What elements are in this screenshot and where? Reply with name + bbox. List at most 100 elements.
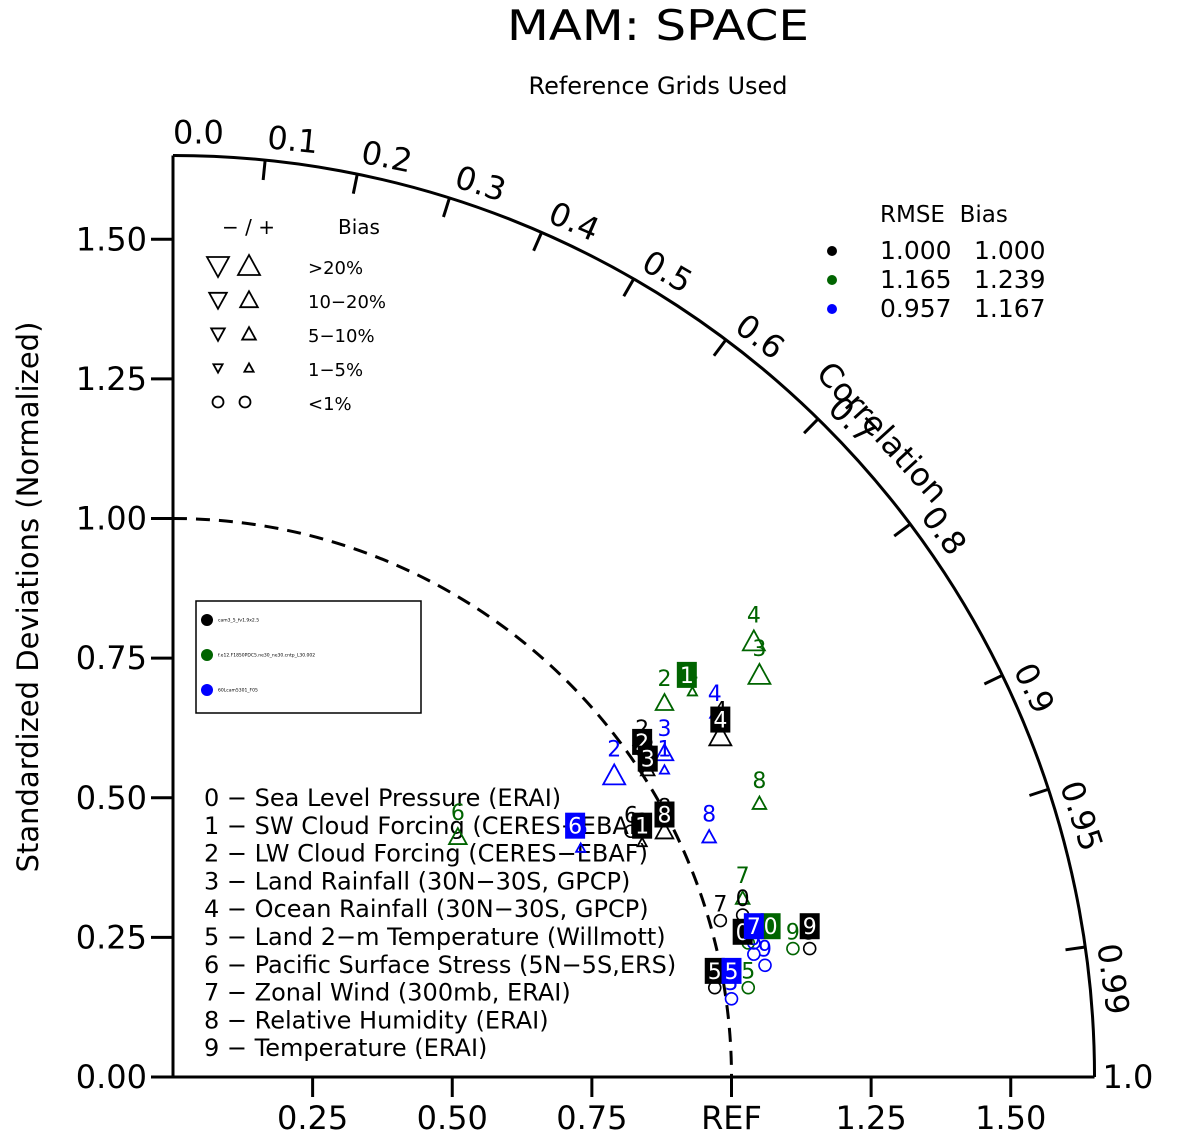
- rmse-value: 0.957: [880, 294, 952, 323]
- outer-arc: [172, 153, 1097, 1078]
- data-point-triangle: [734, 889, 752, 905]
- bias-legend-label: 10−20%: [308, 292, 386, 313]
- bias-legend-up-marker: [238, 289, 260, 309]
- case-mean-box: [565, 812, 586, 839]
- bias-legend-down-marker: [211, 363, 225, 375]
- data-point-circle: [747, 947, 761, 961]
- case-mean-box: [704, 957, 725, 984]
- bias-legend-circle-marker: [238, 395, 252, 409]
- data-point-label: 9: [758, 937, 772, 962]
- bias-legend-header-label: Bias: [338, 215, 380, 239]
- data-point-circle: [741, 980, 756, 995]
- data-point-circle: [713, 913, 728, 928]
- variable-list-item: 2 − LW Cloud Forcing (CERES−EBAF): [204, 840, 648, 868]
- data-point-triangle: [574, 841, 587, 853]
- bias-legend-down-marker: [209, 327, 227, 343]
- case-mean-label: 6: [568, 815, 582, 840]
- case-legend-dot: [201, 614, 213, 626]
- case-mean-box: [676, 661, 697, 688]
- y-axis-label: Standardized Deviations (Normalized): [11, 322, 45, 873]
- rmse-value: 1.000: [880, 236, 952, 265]
- x-tick-label: 0.25: [277, 1099, 348, 1135]
- data-point-triangle: [635, 835, 649, 848]
- case-mean-label: 1: [680, 664, 694, 689]
- data-point-label: 3: [657, 717, 671, 742]
- case-mean-box: [721, 957, 742, 984]
- data-point-label: 2: [607, 737, 621, 762]
- data-point-triangle: [654, 692, 675, 711]
- case-mean-box: [637, 745, 658, 772]
- corr-tick-label: 0.99: [1089, 941, 1137, 1017]
- x-tick-label: 0.75: [556, 1099, 627, 1135]
- y-tick-label: 0.75: [76, 639, 147, 677]
- data-point-label: 0: [736, 887, 750, 912]
- case-mean-box: [654, 801, 675, 828]
- bias-legend-circle-marker: [211, 395, 225, 409]
- data-point-triangle: [601, 762, 627, 786]
- bias-value: 1.000: [974, 236, 1046, 265]
- data-point-label: 8: [702, 803, 716, 828]
- corr-tick: [1028, 787, 1049, 797]
- corr-tick-label: 0.9: [1006, 657, 1062, 719]
- case-mean-box: [760, 913, 781, 940]
- bias-legend-up-marker: [240, 325, 258, 341]
- variable-list-item: 6 − Pacific Surface Stress (5N−5S,ERS): [204, 951, 676, 979]
- bias-legend-label: 5−10%: [308, 326, 375, 347]
- corr-tick-label: 0.0: [173, 113, 224, 151]
- corr-tick: [893, 522, 912, 538]
- case-legend-name: 60Lcam5301_F05: [218, 688, 258, 694]
- case-mean-box: [799, 913, 820, 940]
- chart-title: MAM: SPACE: [507, 1, 809, 50]
- data-point-triangle: [658, 763, 671, 775]
- data-point-triangle: [746, 662, 772, 685]
- case-mean-label: 9: [803, 915, 817, 940]
- case-legend-dot: [201, 649, 213, 661]
- corr-tick-label: 0.1: [266, 118, 320, 161]
- bias-value: 1.239: [974, 265, 1046, 294]
- case-mean-label: 0: [764, 915, 778, 940]
- variable-list-item: 8 − Relative Humidity (ERAI): [204, 1006, 549, 1034]
- y-tick-label: 0.50: [76, 779, 147, 817]
- corr-tick: [261, 159, 267, 181]
- data-point-circle: [802, 941, 817, 956]
- data-point-triangle: [707, 723, 733, 747]
- x-tick-label: 0.50: [417, 1099, 488, 1135]
- variable-list-item: 9 − Temperature (ERAI): [204, 1034, 487, 1062]
- y-tick-label: 0.25: [76, 918, 147, 956]
- bias-legend-label: <1%: [308, 394, 352, 415]
- case-mean-box: [632, 812, 653, 839]
- corr-tick: [983, 673, 1004, 686]
- bias-legend-down-marker: [207, 291, 229, 311]
- data-point-label: 4: [708, 682, 722, 707]
- y-tick-label: 0.00: [76, 1058, 147, 1096]
- data-point-triangle: [751, 794, 768, 810]
- case-legend: cam3_5_fv1.9x2.5 f.e12.F1850PDC5.ne30_ne3…: [195, 600, 422, 714]
- data-point-label: 3: [752, 637, 766, 662]
- corr-tick-label: 0.5: [636, 243, 699, 301]
- variable-list-item: 5 − Land 2−m Temperature (Willmott): [204, 923, 666, 951]
- case-mean-label: 5: [725, 960, 739, 985]
- data-point-triangle: [700, 828, 718, 844]
- case-mean-label: 5: [708, 960, 722, 985]
- y-tick-label: 1.25: [76, 360, 147, 398]
- case-mean-label: 8: [657, 804, 671, 829]
- bias-legend-up-marker: [242, 361, 256, 373]
- case-legend-dot: [201, 684, 213, 696]
- rmse-row-dot: [827, 246, 837, 256]
- y-tick-label: 1.50: [76, 220, 147, 258]
- chart-subtitle: Reference Grids Used: [528, 72, 787, 100]
- y-tick-label: 1.00: [76, 500, 147, 538]
- data-point-label: 7: [713, 893, 727, 918]
- data-point-label: 4: [747, 603, 761, 628]
- rmse-value: 1.165: [880, 265, 952, 294]
- corr-tick: [351, 173, 359, 194]
- x-tick-label: REF: [701, 1099, 762, 1135]
- data-point-triangle: [741, 628, 767, 652]
- corr-tick-label: 0.6: [728, 306, 792, 367]
- corr-tick-label: 0.8: [913, 499, 974, 563]
- data-point-circle: [724, 992, 739, 1006]
- variable-list-item: 7 − Zonal Wind (300mb, ERAI): [204, 979, 571, 1007]
- variable-list-item: 3 − Land Rainfall (30N−30S, GPCP): [204, 867, 630, 895]
- variable-list-item: 4 − Ocean Rainfall (30N−30S, GPCP): [204, 895, 649, 923]
